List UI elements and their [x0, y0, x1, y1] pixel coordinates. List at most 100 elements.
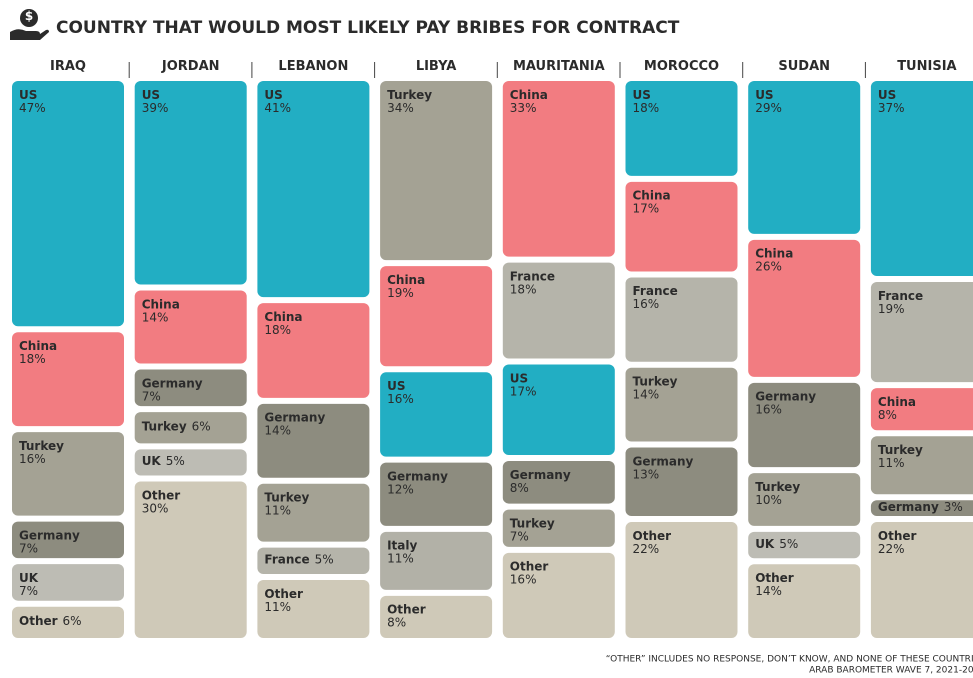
- segment-name: Germany: [755, 390, 816, 404]
- segment-name: Germany: [387, 469, 448, 483]
- segment: [870, 281, 973, 383]
- segment-value: 5%: [166, 454, 185, 468]
- segment-value: 16%: [19, 452, 46, 466]
- segment: [12, 606, 124, 638]
- segment-value: 29%: [755, 101, 782, 115]
- segment: [380, 531, 493, 590]
- segment: [748, 531, 861, 559]
- segment: [12, 432, 124, 516]
- svg-text:$: $: [25, 9, 33, 23]
- segment: [134, 369, 247, 407]
- chart-title: COUNTRY THAT WOULD MOST LIKELY PAY BRIBE…: [56, 18, 680, 38]
- footnote: “OTHER” INCLUDES NO RESPONSE, DON’T KNOW…: [606, 655, 973, 665]
- column-header: MAURITANIA: [513, 59, 605, 74]
- segment-name: Other: [633, 529, 672, 543]
- segment-name: China: [264, 310, 302, 324]
- segment-name: Turkey: [387, 88, 432, 102]
- segment: [502, 509, 615, 547]
- segment-name: UK: [142, 454, 162, 468]
- segment-name: Other: [264, 587, 303, 601]
- segment: [257, 303, 370, 398]
- segment-name: China: [755, 247, 793, 261]
- segment-name: Other: [510, 560, 549, 574]
- segment-name: China: [19, 339, 57, 353]
- segment: [625, 81, 738, 176]
- segment: [502, 262, 615, 359]
- segment-value: 8%: [878, 408, 897, 422]
- segment-value: 7%: [19, 541, 38, 555]
- segment: [134, 449, 247, 476]
- segment: [12, 521, 124, 559]
- segment-value: 14%: [633, 388, 660, 402]
- segment: [625, 277, 738, 362]
- segment-value: 39%: [142, 101, 169, 115]
- segment-value: 11%: [264, 504, 291, 518]
- segment-value: 7%: [142, 389, 161, 403]
- segment-name: US: [633, 88, 651, 102]
- segment-name: France: [633, 284, 678, 298]
- segment-value: 11%: [264, 600, 291, 614]
- segment: [12, 332, 124, 427]
- segment: [748, 239, 861, 377]
- segment-name: US: [142, 88, 160, 102]
- segment-value: 6%: [192, 420, 211, 434]
- segment-name: Other: [878, 529, 917, 543]
- segment: [870, 388, 973, 431]
- segment-name: Italy: [387, 539, 417, 553]
- segment-name: France: [878, 289, 923, 303]
- segment-value: 12%: [387, 482, 414, 496]
- segment: [257, 483, 370, 542]
- segment-name: US: [755, 88, 773, 102]
- segment: [134, 81, 247, 285]
- footnote: ARAB BAROMETER WAVE 7, 2021-2022: [809, 666, 973, 676]
- segment-name: Turkey: [142, 420, 187, 434]
- segment-value: 3%: [944, 500, 963, 514]
- column-header: IRAQ: [50, 59, 86, 74]
- segment-value: 16%: [387, 392, 414, 406]
- segment-name: US: [878, 88, 896, 102]
- segment-name: France: [264, 553, 309, 567]
- segment: [257, 547, 370, 575]
- segment-value: 16%: [755, 403, 782, 417]
- segment: [380, 81, 493, 261]
- segment: [870, 81, 973, 276]
- segment: [257, 403, 370, 478]
- segment-name: Germany: [142, 376, 203, 390]
- segment: [870, 436, 973, 495]
- segment-value: 5%: [315, 553, 334, 567]
- column-header: MOROCCO: [644, 59, 719, 74]
- segment: [257, 580, 370, 638]
- segment-name: Turkey: [755, 480, 800, 494]
- segment-value: 6%: [63, 614, 82, 628]
- segment-value: 17%: [633, 202, 660, 216]
- segment: [257, 81, 370, 298]
- segment-value: 18%: [633, 101, 660, 115]
- column-header: JORDAN: [161, 59, 220, 74]
- segment-value: 18%: [264, 323, 291, 337]
- segment: [748, 473, 861, 526]
- segment-value: 33%: [510, 101, 537, 115]
- segment-value: 19%: [387, 286, 414, 300]
- segment: [748, 382, 861, 468]
- segment: [12, 564, 124, 601]
- segment-name: US: [264, 88, 282, 102]
- segment: [502, 364, 615, 455]
- segment: [380, 462, 493, 526]
- segment-name: China: [510, 88, 548, 102]
- segment: [380, 266, 493, 367]
- segment-value: 11%: [387, 552, 414, 566]
- segment-value: 14%: [142, 310, 169, 324]
- segment-name: Germany: [19, 528, 80, 542]
- segment-value: 13%: [633, 467, 660, 481]
- segment-value: 14%: [264, 424, 291, 438]
- segment-value: 10%: [755, 493, 782, 507]
- segment: [134, 481, 247, 638]
- segment: [502, 552, 615, 638]
- segment-name: China: [387, 273, 425, 287]
- segment-value: 7%: [510, 529, 529, 543]
- segment-value: 8%: [510, 481, 529, 495]
- segment-name: US: [510, 371, 528, 385]
- segment-name: Germany: [633, 454, 694, 468]
- segment-value: 7%: [19, 584, 38, 598]
